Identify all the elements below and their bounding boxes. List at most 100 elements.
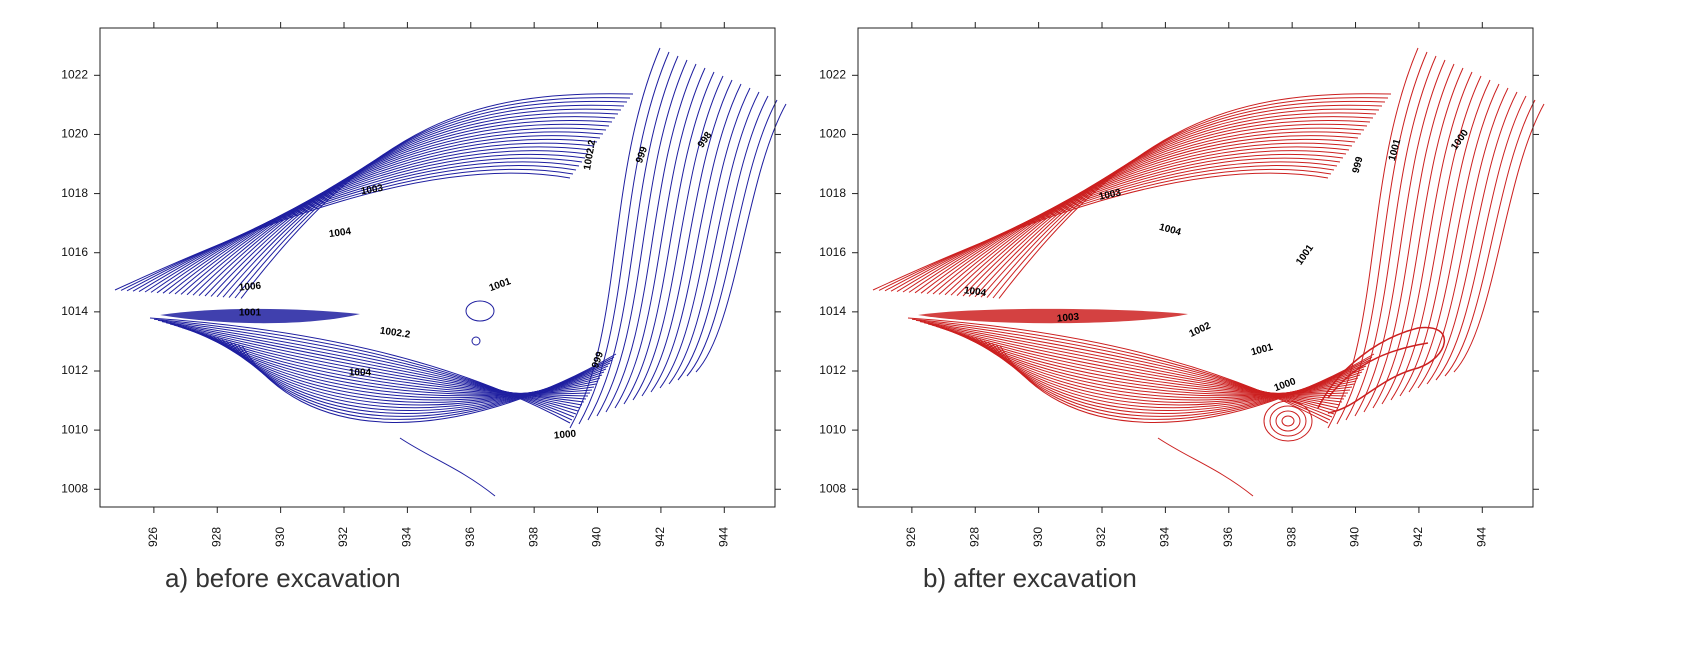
panel: 1008 1010 1012 1014 1016 1018 1020 1022 926 928 93… bbox=[819, 22, 1545, 547]
x-tick-label: 938 bbox=[1284, 527, 1298, 547]
contour-line bbox=[968, 112, 1377, 297]
contour-line bbox=[623, 71, 715, 405]
y-tick-label: 1020 bbox=[819, 127, 846, 141]
contour-line bbox=[114, 172, 571, 291]
panel-caption: b) after excavation bbox=[923, 563, 1137, 593]
contour-line bbox=[944, 127, 1365, 296]
contour-line bbox=[1408, 83, 1500, 393]
contour-line bbox=[962, 116, 1374, 297]
contour-label: 999 bbox=[590, 350, 606, 370]
contour-label: 1002 bbox=[1188, 320, 1213, 340]
contour-line bbox=[1390, 75, 1482, 401]
x-tick-label: 928 bbox=[209, 527, 223, 547]
contour-loop bbox=[1275, 410, 1301, 432]
contour-line bbox=[180, 131, 604, 295]
contour-line bbox=[872, 172, 1329, 291]
contour-line bbox=[1336, 51, 1428, 425]
contour-line bbox=[578, 51, 670, 425]
contour-line bbox=[228, 100, 628, 298]
contour-line bbox=[950, 123, 1368, 296]
contour-label: 1001 bbox=[1250, 342, 1275, 358]
contour-line bbox=[902, 153, 1344, 293]
contour-line bbox=[999, 345, 1375, 423]
contour-label: 1006 bbox=[238, 281, 262, 294]
contour-band bbox=[918, 308, 1188, 324]
contour-line bbox=[1345, 55, 1437, 421]
contour-line bbox=[204, 116, 616, 297]
contour-label: 999 bbox=[1351, 155, 1366, 174]
y-tick-label: 1012 bbox=[61, 363, 88, 377]
contour-label: 1004 bbox=[963, 285, 987, 299]
y-tick-label: 1018 bbox=[61, 186, 88, 200]
contour-line bbox=[240, 93, 634, 299]
contour-label: 1002.2 bbox=[379, 326, 411, 341]
contour-line bbox=[120, 168, 574, 291]
contour-label: 1003 bbox=[1056, 312, 1080, 325]
contour-line bbox=[932, 135, 1359, 295]
x-tick-label: 930 bbox=[1031, 527, 1045, 547]
x-tick-label: 926 bbox=[904, 527, 918, 547]
contour-line bbox=[956, 119, 1371, 296]
contour-line bbox=[641, 79, 733, 397]
contour-line bbox=[650, 83, 742, 393]
x-tick-label: 932 bbox=[1094, 527, 1108, 547]
x-tick-label: 938 bbox=[526, 527, 540, 547]
contour-line bbox=[241, 345, 617, 423]
y-tick-label: 1012 bbox=[819, 363, 846, 377]
contour-line bbox=[210, 112, 619, 297]
contour-line bbox=[192, 123, 610, 296]
contour-label: 1001 bbox=[239, 308, 262, 319]
contour-line bbox=[605, 63, 697, 413]
contour-line bbox=[980, 104, 1383, 298]
y-tick-label: 1008 bbox=[819, 481, 846, 495]
x-tick-label: 926 bbox=[146, 527, 160, 547]
contour-line bbox=[174, 135, 601, 295]
x-tick-label: 932 bbox=[336, 527, 350, 547]
contour-line bbox=[1399, 79, 1491, 397]
contour-line bbox=[587, 55, 679, 421]
contour-label: 1002.2 bbox=[582, 139, 598, 171]
contour-line bbox=[1363, 63, 1455, 413]
contour-line bbox=[399, 437, 496, 497]
contour-line bbox=[198, 119, 613, 296]
contour-line bbox=[1327, 342, 1429, 399]
x-tick-label: 940 bbox=[1348, 527, 1362, 547]
x-tick-label: 942 bbox=[653, 527, 667, 547]
x-tick-label: 934 bbox=[400, 527, 414, 547]
y-tick-label: 1014 bbox=[61, 304, 88, 318]
contour-line bbox=[144, 153, 586, 293]
contour-label: 1004 bbox=[328, 226, 352, 240]
x-tick-label: 930 bbox=[273, 527, 287, 547]
contour-loop bbox=[465, 300, 495, 322]
y-tick-label: 1008 bbox=[61, 481, 88, 495]
contour-line bbox=[986, 100, 1386, 298]
y-tick-label: 1018 bbox=[819, 186, 846, 200]
contour-line bbox=[632, 75, 724, 401]
contour-line bbox=[668, 91, 760, 385]
contour-loop bbox=[1281, 415, 1295, 427]
x-tick-label: 944 bbox=[716, 527, 730, 547]
contour-line bbox=[1426, 91, 1518, 385]
contour-line bbox=[890, 161, 1338, 292]
contour-line bbox=[938, 131, 1362, 295]
contour-line bbox=[150, 150, 589, 293]
contour-line bbox=[168, 138, 598, 294]
x-tick-label: 944 bbox=[1474, 527, 1488, 547]
panel-caption: a) before excavation bbox=[165, 563, 401, 593]
contour-line bbox=[138, 157, 583, 293]
contour-line bbox=[234, 97, 631, 299]
contour-label: 1004 bbox=[1158, 222, 1183, 238]
contour-line bbox=[695, 103, 787, 373]
contour-line bbox=[1354, 59, 1446, 417]
contour-line bbox=[1453, 103, 1545, 373]
contour-line bbox=[896, 157, 1341, 293]
contour-line bbox=[126, 165, 577, 292]
contour-label: 1000 bbox=[553, 429, 577, 442]
y-tick-label: 1020 bbox=[61, 127, 88, 141]
y-tick-label: 1022 bbox=[819, 67, 846, 81]
plot-frame bbox=[99, 27, 776, 508]
contour-line bbox=[974, 108, 1380, 298]
x-tick-label: 942 bbox=[1411, 527, 1425, 547]
contour-line bbox=[156, 146, 592, 294]
